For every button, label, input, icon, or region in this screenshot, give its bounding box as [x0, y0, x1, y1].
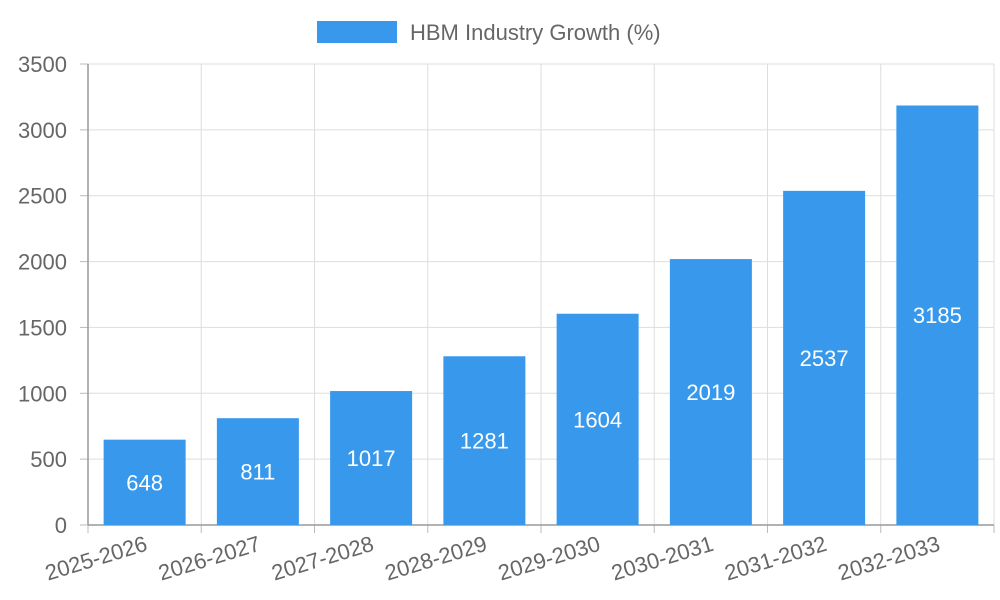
bar-value-label: 2537	[800, 346, 849, 371]
x-tick-label: 2029-2030	[495, 531, 603, 586]
bar-value-label: 648	[126, 470, 163, 495]
x-tick-label: 2028-2029	[382, 531, 490, 586]
bar-value-label: 1017	[347, 446, 396, 471]
y-tick-label: 3500	[18, 52, 67, 77]
x-tick-label: 2027-2028	[269, 531, 377, 586]
bar[interactable]	[896, 105, 979, 526]
legend-swatch[interactable]	[317, 21, 397, 43]
bar[interactable]	[669, 259, 752, 525]
x-tick-label: 2031-2032	[722, 531, 830, 586]
x-tick-label: 2030-2031	[608, 531, 716, 586]
bar[interactable]	[216, 418, 299, 525]
bar[interactable]	[556, 313, 639, 525]
bar-value-label: 2019	[686, 380, 735, 405]
y-tick-label: 2500	[18, 184, 67, 209]
bar-value-label: 811	[240, 460, 275, 485]
y-tick-label: 2000	[18, 250, 67, 275]
x-tick-label: 2025-2026	[42, 531, 150, 586]
legend-label[interactable]: HBM Industry Growth (%)	[410, 20, 661, 45]
bar-labels: 648 811 1017 1281 1604 2019 2537 3185	[126, 303, 962, 495]
grid	[88, 63, 995, 525]
bar-value-label: 3185	[913, 303, 962, 328]
bars	[103, 105, 979, 526]
x-tick-label: 2026-2027	[155, 531, 263, 586]
bar[interactable]	[103, 439, 186, 525]
y-axis-ticks: 0 500 1000 1500 2000 2500 3000 3500	[18, 52, 67, 538]
x-tick-label: 2032-2033	[835, 531, 943, 586]
legend[interactable]: HBM Industry Growth (%)	[317, 20, 661, 45]
y-tick-label: 1500	[18, 315, 67, 340]
y-tick-label: 500	[30, 447, 67, 472]
y-tick-label: 3000	[18, 118, 67, 143]
y-tick-label: 1000	[18, 381, 67, 406]
x-axis-ticks: 2025-2026 2026-2027 2027-2028 2028-2029 2029…	[42, 531, 943, 586]
bar-value-label: 1604	[573, 407, 622, 432]
bar[interactable]	[443, 356, 526, 525]
bar[interactable]	[783, 190, 866, 525]
y-tick-label: 0	[55, 513, 67, 538]
bar-value-label: 1281	[460, 429, 509, 454]
bar[interactable]	[330, 391, 413, 525]
